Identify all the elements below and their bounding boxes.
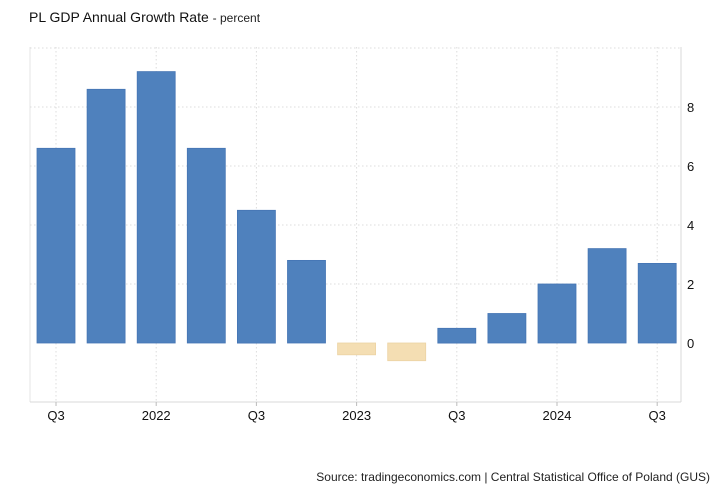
x-tick-label: 2022 — [142, 408, 171, 423]
chart-title: PL GDP Annual Growth Rate - percent — [29, 9, 260, 25]
y-tick-label: 4 — [687, 218, 694, 233]
x-tick-label: Q3 — [248, 408, 265, 423]
bar-2022-q1 — [136, 71, 176, 344]
y-tick-label: 0 — [687, 336, 694, 351]
bar-2022-q4 — [287, 259, 326, 344]
x-tick-label: Q3 — [448, 408, 465, 423]
y-axis: 0 2 4 6 8 — [687, 100, 694, 351]
bar-2021-q4 — [86, 88, 126, 344]
y-tick-label: 8 — [687, 100, 694, 115]
bar-2023-q1 — [337, 342, 377, 356]
x-tick-label: Q3 — [649, 408, 666, 423]
x-tick-label: Q3 — [47, 408, 64, 423]
x-tick-label: 2024 — [543, 408, 572, 423]
source-note: Source: tradingeconomics.com | Central S… — [316, 470, 710, 484]
x-tick-label: 2023 — [342, 408, 371, 423]
bar-2023-q3 — [437, 327, 477, 344]
x-axis: Q3 2022 Q3 2023 Q3 2024 Q3 — [47, 402, 666, 423]
chart-title-text: PL GDP Annual Growth Rate — [29, 9, 209, 25]
bar-2021-q3 — [36, 147, 76, 344]
y-tick-label: 2 — [687, 277, 694, 292]
chart-subtitle: - percent — [212, 11, 261, 25]
bar-2023-q2 — [387, 342, 427, 362]
bar-2024-q1 — [537, 283, 577, 344]
bar-2022-q3 — [236, 209, 276, 344]
bar-2024-q2 — [587, 248, 627, 344]
bar-series — [36, 71, 677, 362]
chart-subtitle-text: percent — [220, 11, 261, 25]
bar-2023-q4 — [487, 313, 527, 344]
y-tick-label: 6 — [687, 159, 694, 174]
bar-2022-q2 — [186, 147, 226, 344]
bar-2024-q3 — [637, 262, 677, 344]
